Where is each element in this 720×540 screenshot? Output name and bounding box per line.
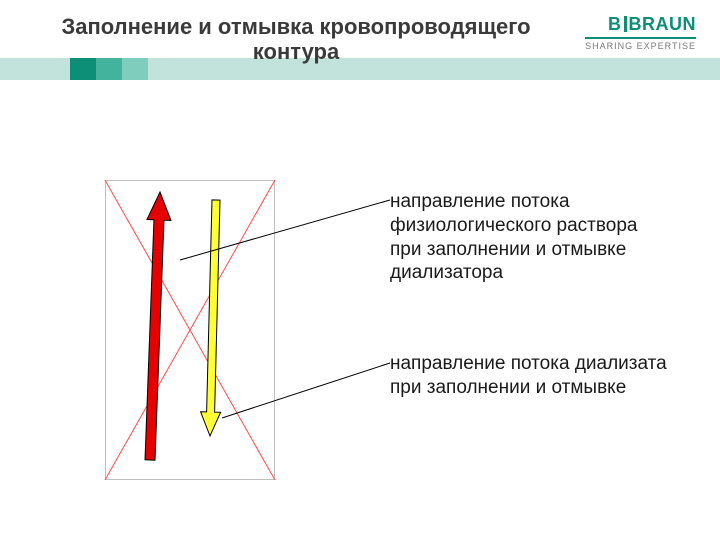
caption-red-arrow: направление потока физиологического раст… xyxy=(390,190,670,285)
yellow-arrow xyxy=(201,200,221,436)
caption-yellow-arrow: направление потока диализата при заполне… xyxy=(390,352,670,400)
cross-lines xyxy=(105,180,275,480)
arrows-group xyxy=(145,192,221,460)
red-arrow xyxy=(145,192,171,460)
slide: Заполнение и отмывка кровопроводящего ко… xyxy=(0,0,720,540)
